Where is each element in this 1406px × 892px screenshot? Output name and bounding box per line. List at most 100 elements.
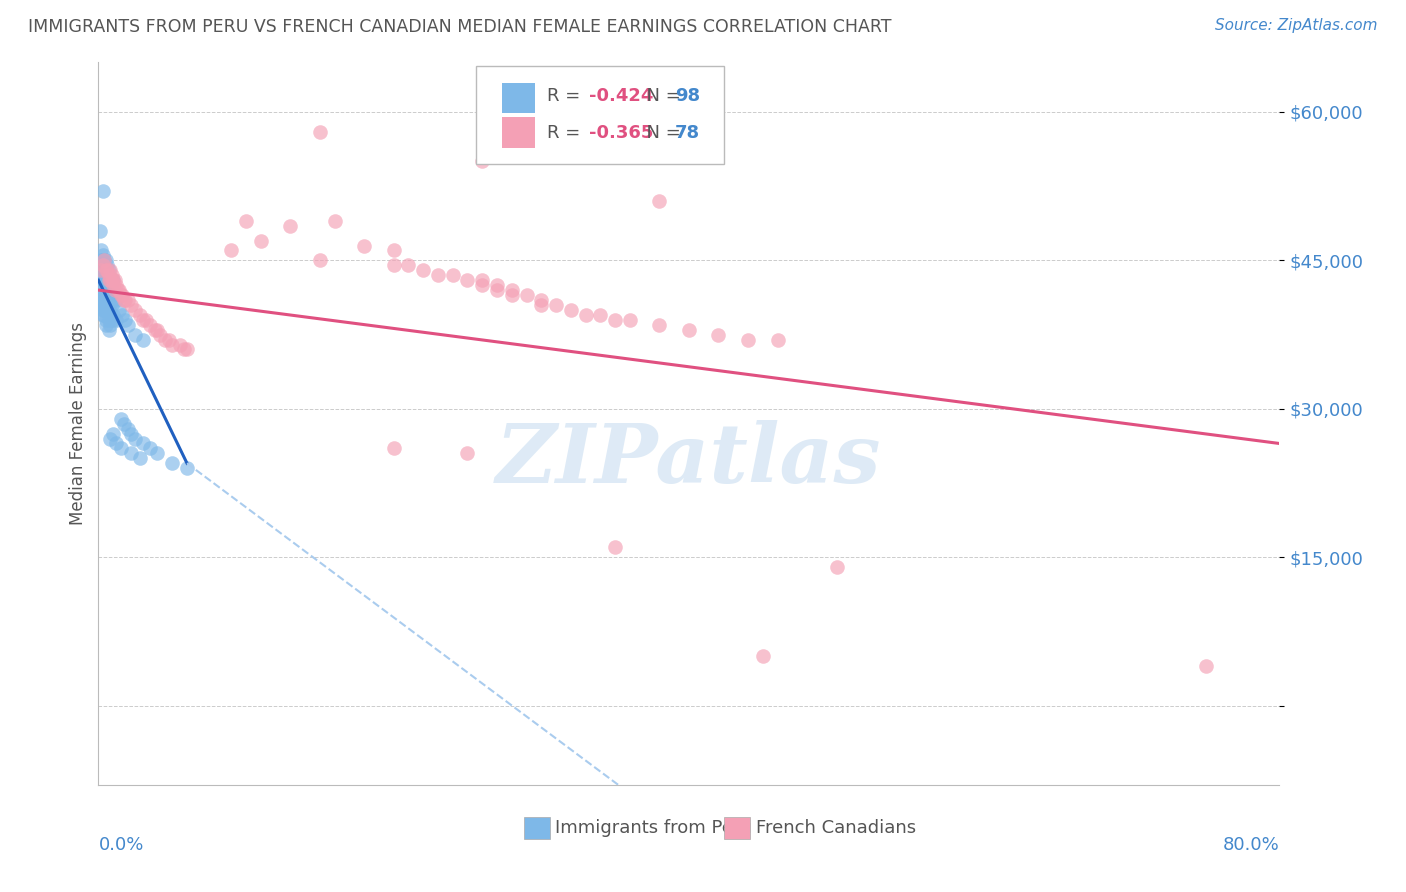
Point	[157, 333, 180, 347]
Bar	[502, 118, 536, 148]
Point	[575, 308, 598, 322]
Point	[737, 333, 759, 347]
Point	[120, 426, 142, 441]
Point	[91, 268, 114, 283]
Point	[117, 422, 139, 436]
Point	[146, 323, 169, 337]
Point	[98, 318, 121, 332]
Point	[94, 293, 117, 307]
Point	[486, 283, 509, 297]
Point	[104, 283, 127, 297]
Point	[382, 442, 405, 456]
Point	[441, 268, 464, 283]
Point	[309, 253, 332, 268]
Point	[146, 446, 169, 460]
Text: Source: ZipAtlas.com: Source: ZipAtlas.com	[1215, 18, 1378, 33]
Point	[100, 312, 122, 326]
Point	[486, 278, 509, 293]
Point	[94, 298, 117, 312]
Point	[107, 283, 129, 297]
Point	[530, 293, 553, 307]
Point	[619, 312, 641, 326]
Point	[132, 312, 155, 326]
Point	[132, 436, 155, 450]
Point	[93, 302, 115, 317]
Point	[169, 337, 191, 351]
Point	[605, 312, 627, 326]
Point	[605, 541, 627, 555]
Point	[530, 298, 553, 312]
Point	[96, 273, 118, 287]
Point	[90, 273, 112, 287]
Point	[96, 293, 118, 307]
Point	[132, 333, 155, 347]
Point	[89, 263, 111, 277]
Point	[90, 288, 112, 302]
Point	[139, 442, 162, 456]
Text: ZIPatlas: ZIPatlas	[496, 420, 882, 500]
Point	[124, 302, 146, 317]
Point	[97, 302, 120, 317]
Text: R =: R =	[547, 87, 586, 105]
Point	[90, 244, 112, 258]
Point	[97, 323, 120, 337]
Point	[91, 283, 114, 297]
Point	[501, 283, 523, 297]
Point	[382, 258, 405, 272]
Bar	[523, 817, 550, 839]
Point	[97, 268, 120, 283]
Point	[112, 417, 135, 431]
Point	[560, 302, 582, 317]
Point	[110, 411, 132, 425]
Point	[97, 283, 120, 297]
Point	[110, 288, 132, 302]
Point	[135, 312, 157, 326]
Point	[105, 312, 128, 326]
Point	[398, 258, 420, 272]
Point	[100, 273, 122, 287]
Point	[235, 214, 257, 228]
Point	[91, 258, 114, 272]
Point	[162, 456, 183, 470]
Point	[91, 184, 114, 198]
Point	[93, 283, 115, 297]
Point	[124, 327, 146, 342]
Point	[221, 244, 243, 258]
Point	[90, 268, 112, 283]
Point	[90, 278, 112, 293]
Point	[105, 293, 128, 307]
Point	[93, 273, 115, 287]
Point	[309, 125, 332, 139]
Point	[94, 283, 117, 297]
Point	[94, 263, 117, 277]
Point	[648, 318, 671, 332]
Point	[97, 273, 120, 287]
Point	[103, 273, 125, 287]
Point	[117, 293, 139, 307]
Point	[91, 273, 114, 287]
Point	[98, 263, 121, 277]
Point	[173, 343, 195, 357]
Point	[93, 263, 115, 277]
FancyBboxPatch shape	[477, 66, 724, 163]
Point	[825, 560, 848, 574]
Text: 78: 78	[675, 123, 700, 142]
Point	[427, 268, 450, 283]
Point	[91, 293, 114, 307]
Point	[97, 312, 120, 326]
Point	[97, 293, 120, 307]
Point	[100, 298, 122, 312]
Point	[120, 446, 142, 460]
Point	[91, 263, 114, 277]
Point	[94, 253, 117, 268]
Point	[91, 298, 114, 312]
Point	[96, 298, 118, 312]
Point	[103, 293, 125, 307]
Point	[91, 248, 114, 262]
Point	[752, 649, 775, 664]
Point	[546, 298, 568, 312]
Point	[120, 298, 142, 312]
Point	[90, 293, 112, 307]
Point	[91, 253, 114, 268]
Text: 0.0%: 0.0%	[98, 836, 143, 854]
